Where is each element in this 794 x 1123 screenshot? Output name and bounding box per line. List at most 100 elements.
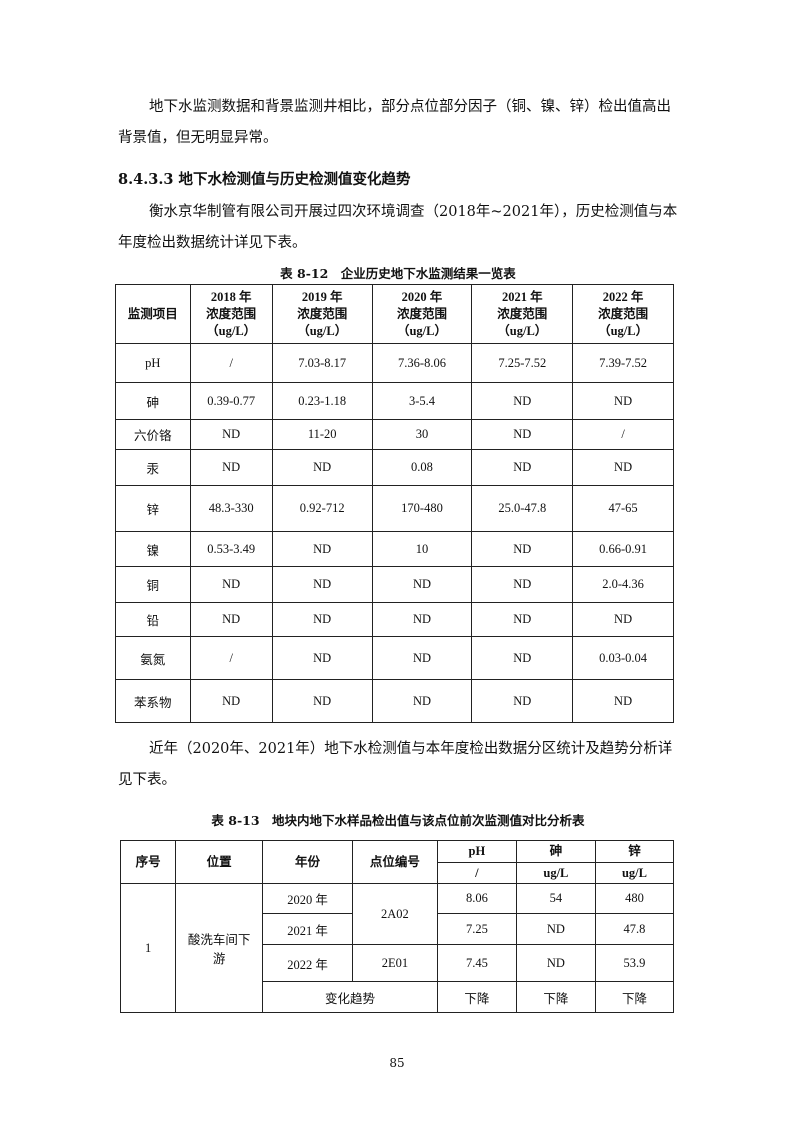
table-cell: 7.25 — [436, 913, 517, 945]
table-cell: 汞 — [115, 449, 191, 486]
table-cell: ND — [471, 531, 574, 567]
unit-header: ug/L — [515, 862, 596, 884]
table-cell: 0.08 — [371, 449, 473, 486]
table-cell: 7.45 — [436, 944, 517, 982]
table-row: 砷 0.39-0.77 0.23-1.18 3-5.4 ND ND — [115, 382, 674, 420]
trend-cell: 下降 — [594, 981, 675, 1013]
table-cell: 7.36-8.06 — [371, 343, 473, 383]
header-row: 监测项目 2018 年 浓度范围 （ug/L） 2019 年 浓度范围 （ug/L）… — [115, 284, 674, 344]
trend-cell: 下降 — [515, 981, 596, 1013]
table-cell: ND — [471, 602, 574, 637]
trend-cell: 下降 — [436, 981, 517, 1013]
table-cell: ND — [271, 531, 373, 567]
table-cell: ND — [189, 602, 273, 637]
table-cell: 53.9 — [594, 944, 675, 982]
table-cell: 0.03-0.04 — [572, 636, 674, 680]
table-cell: ND — [572, 449, 674, 486]
table-cell: ND — [271, 602, 373, 637]
table-cell: 10 — [371, 531, 473, 567]
table-cell: ND — [471, 382, 574, 420]
table-cell: / — [189, 343, 273, 383]
table-cell: 7.03-8.17 — [271, 343, 373, 383]
column-header: 2020 年 浓度范围 （ug/L） — [371, 284, 473, 344]
table-cell: ND — [515, 944, 596, 982]
column-header: 2021 年 浓度范围 （ug/L） — [471, 284, 574, 344]
table-cell: 苯系物 — [115, 679, 191, 723]
table-cell: pH — [115, 343, 191, 383]
table-cell: 砷 — [115, 382, 191, 420]
table-row: 苯系物 ND ND ND ND ND — [115, 679, 674, 723]
table-cell: ND — [471, 419, 574, 450]
table-cell: ND — [471, 679, 574, 723]
table-cell: 0.53-3.49 — [189, 531, 273, 567]
table-cell: 氨氮 — [115, 636, 191, 680]
table-cell: ND — [271, 636, 373, 680]
history-table: 监测项目 2018 年 浓度范围 （ug/L） 2019 年 浓度范围 （ug/L）… — [115, 284, 674, 723]
table-cell: ND — [471, 636, 574, 680]
section-heading: 8.4.3.3 地下水检测值与历史检测值变化趋势 — [118, 171, 411, 188]
year-cell: 2021 年 — [262, 913, 353, 945]
comparison-table: 序号 位置 年份 点位编号 pH 砷锌 / ug/L ug/L 1 酸洗车间下游 2020 年 2A02… — [119, 840, 675, 1013]
table-cell: 2.0-4.36 — [572, 566, 674, 603]
table-cell: 0.92-712 — [271, 485, 373, 532]
index-cell: 1 — [119, 883, 177, 1013]
point-cell: 2A02 — [351, 883, 438, 945]
table-cell: 0.66-0.91 — [572, 531, 674, 567]
table-cell: ND — [471, 566, 574, 603]
table-row: 铜 ND ND ND ND 2.0-4.36 — [115, 566, 674, 603]
year-cell: 2022 年 — [262, 944, 353, 982]
table-cell: 480 — [594, 883, 675, 914]
table-cell: 镍 — [115, 531, 191, 567]
table-cell: 54 — [515, 883, 596, 914]
column-header: 监测项目 — [115, 284, 191, 344]
column-header: 砷 — [515, 840, 596, 863]
table-row: 2022 年 2E01 7.45 ND 53.9 — [121, 944, 675, 982]
table-cell: 8.06 — [436, 883, 517, 914]
table-cell: / — [572, 419, 674, 450]
table-caption: 表 8-12 企业历史地下水监测结果一览表 — [280, 266, 516, 281]
table-cell: ND — [271, 566, 373, 603]
table-cell: ND — [371, 679, 473, 723]
table-row: pH/7.03-8.17 7.36-8.06 7.25-7.52 7.39-7.52 — [115, 343, 674, 383]
unit-header: / — [436, 862, 517, 884]
table-cell: ND — [371, 636, 473, 680]
table-row: 氨氮 / ND ND ND 0.03-0.04 — [115, 636, 674, 680]
table-cell: 锌 — [115, 485, 191, 532]
table-cell: ND — [572, 602, 674, 637]
table-cell: 170-480 — [371, 485, 473, 532]
table-cell: 铅 — [115, 602, 191, 637]
table-cell: 0.39-0.77 — [189, 382, 273, 420]
table-row: 镍 0.53-3.49 ND 10 ND 0.66-0.91 — [115, 531, 674, 567]
table-cell: 六价铬 — [115, 419, 191, 450]
table-cell: ND — [371, 566, 473, 603]
table-cell: ND — [515, 913, 596, 945]
table-cell: ND — [189, 419, 273, 450]
table-cell: 47-65 — [572, 485, 674, 532]
table-row: 锌 48.3-330 0.92-712 170-480 25.0-47.8 47-65 — [115, 485, 674, 532]
table-cell: 30 — [371, 419, 473, 450]
table-row: 六价铬 ND 11-20 30 ND / — [115, 419, 674, 450]
year-cell: 2020 年 — [262, 883, 353, 914]
location-cell: 酸洗车间下游 — [175, 883, 264, 1013]
table-cell: 25.0-47.8 — [471, 485, 574, 532]
table-cell: ND — [371, 602, 473, 637]
table-cell: ND — [572, 382, 674, 420]
table-cell: 48.3-330 — [189, 485, 273, 532]
table-cell: 3-5.4 — [371, 382, 473, 420]
column-header: pH — [436, 840, 517, 863]
table-cell: 47.8 — [594, 913, 675, 945]
table-cell: 11-20 — [271, 419, 373, 450]
column-header: 序号 — [119, 840, 177, 884]
table-cell: 7.39-7.52 — [572, 343, 674, 383]
table-row: 2021 年 7.25 ND 47.8 — [121, 913, 675, 945]
column-header: 锌 — [594, 840, 675, 863]
table-caption: 表 8-13 地块内地下水样品检出值与该点位前次监测值对比分析表 — [211, 813, 585, 828]
point-cell: 2E01 — [351, 944, 438, 982]
table-cell: ND — [572, 679, 674, 723]
table-cell: 7.25-7.52 — [471, 343, 574, 383]
table-cell: ND — [189, 679, 273, 723]
column-header: 位置 — [175, 840, 264, 884]
column-header: 年份 — [262, 840, 353, 884]
unit-header: ug/L — [594, 862, 675, 884]
